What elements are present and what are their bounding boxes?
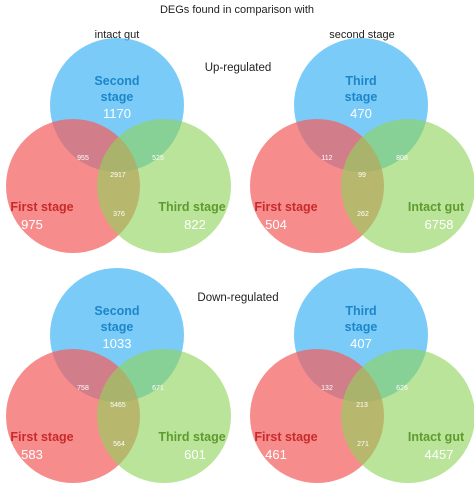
intersection-all: 2917	[110, 172, 126, 179]
figure-title: DEGs found in comparison with	[160, 4, 314, 16]
set-unique-top: 470	[350, 106, 372, 121]
set-unique-right: 4457	[425, 447, 454, 462]
intersection-all: 99	[358, 172, 366, 179]
set-unique-left: 461	[265, 447, 287, 462]
set-name-top: Second	[94, 304, 139, 318]
set-unique-right: 601	[184, 447, 206, 462]
set-name-right: Intact gut	[408, 430, 465, 444]
intersection-top-right: 626	[396, 385, 408, 392]
intersection-top-right: 671	[152, 385, 164, 392]
set-circle-right	[341, 119, 474, 253]
venn-diagram: Third stage 470 First stage 504 Intact gut 675…	[250, 38, 474, 253]
column-header-intact-gut: intact gut	[95, 29, 140, 41]
intersection-top-left: 112	[321, 155, 332, 162]
set-name-top: stage	[345, 320, 378, 334]
intersection-top-right: 525	[152, 155, 164, 162]
intersection-top-left: 132	[321, 385, 333, 392]
intersection-left-right: 271	[357, 441, 369, 448]
set-name-left: First stage	[254, 430, 317, 444]
set-unique-left: 583	[21, 447, 43, 462]
set-circle-right	[97, 349, 231, 483]
intersection-left-right: 564	[113, 441, 125, 448]
set-unique-left: 504	[265, 217, 287, 232]
set-name-top: Third	[345, 74, 376, 88]
set-name-top: stage	[101, 90, 134, 104]
intersection-all: 213	[356, 402, 368, 409]
venn-diagram: Second stage 1170 First stage 975 Third stage…	[6, 38, 231, 253]
set-name-top: stage	[345, 90, 378, 104]
intersection-top-right: 808	[396, 155, 408, 162]
set-circle-right	[341, 349, 474, 483]
venn-diagram: Third stage 407 First stage 461 Intact gut 445…	[250, 268, 474, 483]
set-name-right: Third stage	[158, 200, 225, 214]
set-name-left: First stage	[10, 430, 73, 444]
intersection-left-right: 376	[113, 211, 125, 218]
section-label-down-regulated: Down-regulated	[197, 292, 278, 304]
set-name-right: Intact gut	[408, 200, 465, 214]
intersection-top-left: 955	[77, 155, 89, 162]
venn-diagram: Second stage 1033 First stage 583 Third stage…	[6, 268, 231, 483]
set-name-top: stage	[101, 320, 134, 334]
set-circle-right	[97, 119, 231, 253]
column-header-second-stage: second stage	[329, 29, 394, 41]
set-unique-left: 975	[21, 217, 43, 232]
set-name-right: Third stage	[158, 430, 225, 444]
set-name-top: Second	[94, 74, 139, 88]
intersection-left-right: 262	[357, 211, 369, 218]
intersection-all: 5465	[110, 402, 126, 409]
set-unique-right: 822	[184, 217, 206, 232]
set-name-top: Third	[345, 304, 376, 318]
intersection-top-left: 758	[77, 385, 89, 392]
set-unique-right: 6758	[425, 217, 454, 232]
set-name-left: First stage	[254, 200, 317, 214]
set-unique-top: 1033	[103, 336, 132, 351]
section-label-up-regulated: Up-regulated	[205, 62, 271, 74]
set-unique-top: 1170	[103, 106, 131, 121]
set-name-left: First stage	[10, 200, 73, 214]
set-unique-top: 407	[350, 336, 372, 351]
